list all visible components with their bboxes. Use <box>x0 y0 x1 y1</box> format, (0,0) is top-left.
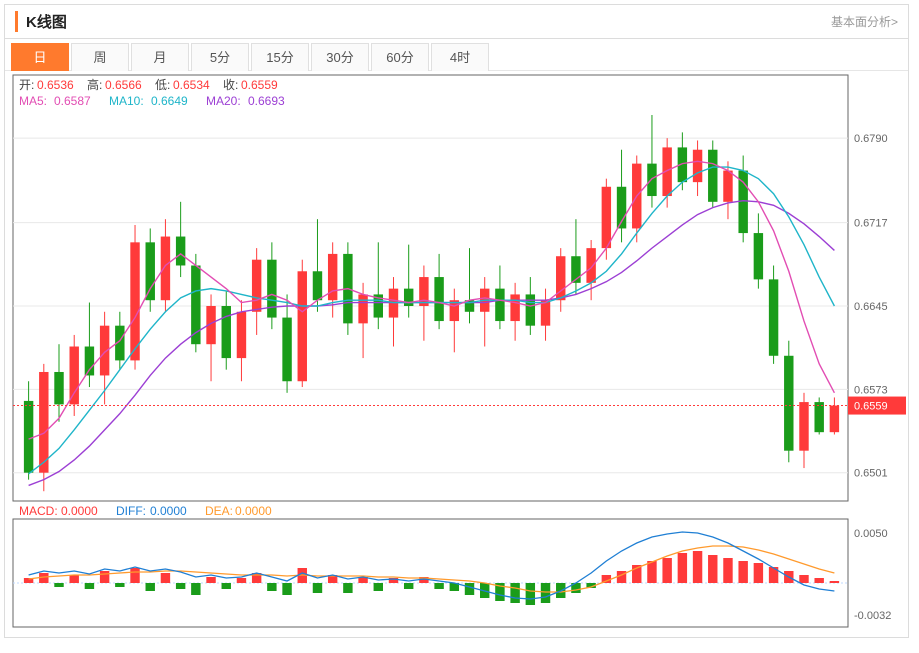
timeframe-tab-15分[interactable]: 15分 <box>251 43 309 71</box>
timeframe-tab-30分[interactable]: 30分 <box>311 43 369 71</box>
svg-text:0.6536: 0.6536 <box>37 78 74 92</box>
svg-text:收:: 收: <box>223 78 238 92</box>
svg-text:0.6559: 0.6559 <box>854 401 888 413</box>
svg-text:0.6645: 0.6645 <box>854 301 888 313</box>
svg-text:MA5:: MA5: <box>19 94 47 108</box>
svg-text:0.6534: 0.6534 <box>173 78 210 92</box>
svg-text:DEA:: DEA: <box>205 504 233 518</box>
timeframe-tab-5分[interactable]: 5分 <box>191 43 249 71</box>
svg-text:0.0050: 0.0050 <box>854 528 888 540</box>
svg-text:0.0000: 0.0000 <box>150 504 187 518</box>
svg-text:0.6501: 0.6501 <box>854 468 888 480</box>
svg-text:0.6649: 0.6649 <box>151 94 188 108</box>
svg-text:高:: 高: <box>87 77 102 92</box>
panel-header: K线图 基本面分析> <box>5 5 908 39</box>
timeframe-tab-周[interactable]: 周 <box>71 43 129 71</box>
timeframe-tab-月[interactable]: 月 <box>131 43 189 71</box>
timeframe-tabs: 日周月5分15分30分60分4时 <box>5 39 908 71</box>
svg-text:MA20:: MA20: <box>206 94 241 108</box>
svg-text:DIFF:: DIFF: <box>116 504 146 518</box>
svg-text:0.6559: 0.6559 <box>241 78 278 92</box>
timeframe-tab-4时[interactable]: 4时 <box>431 43 489 71</box>
svg-text:开:: 开: <box>19 78 34 92</box>
fundamental-analysis-link[interactable]: 基本面分析> <box>831 13 898 30</box>
chart-area: 开:0.6536高:0.6566低:0.6534收:0.6559MA5:0.65… <box>5 71 908 633</box>
chart-svg[interactable]: 开:0.6536高:0.6566低:0.6534收:0.6559MA5:0.65… <box>5 71 908 633</box>
svg-text:0.6717: 0.6717 <box>854 218 888 230</box>
kline-panel: K线图 基本面分析> 日周月5分15分30分60分4时 开:0.6536高:0.… <box>4 4 909 638</box>
svg-text:0.0000: 0.0000 <box>61 504 98 518</box>
svg-text:0.6790: 0.6790 <box>854 133 888 145</box>
svg-text:0.6693: 0.6693 <box>248 94 285 108</box>
svg-text:低:: 低: <box>155 78 170 92</box>
panel-title: K线图 <box>15 11 67 32</box>
svg-text:0.6587: 0.6587 <box>54 94 91 108</box>
svg-text:MA10:: MA10: <box>109 94 144 108</box>
svg-text:0.0000: 0.0000 <box>235 504 272 518</box>
timeframe-tab-日[interactable]: 日 <box>11 43 69 71</box>
svg-text:MACD:: MACD: <box>19 504 58 518</box>
svg-text:0.6573: 0.6573 <box>854 384 888 396</box>
timeframe-tab-60分[interactable]: 60分 <box>371 43 429 71</box>
svg-text:0.6566: 0.6566 <box>105 78 142 92</box>
svg-text:-0.0032: -0.0032 <box>854 610 891 622</box>
